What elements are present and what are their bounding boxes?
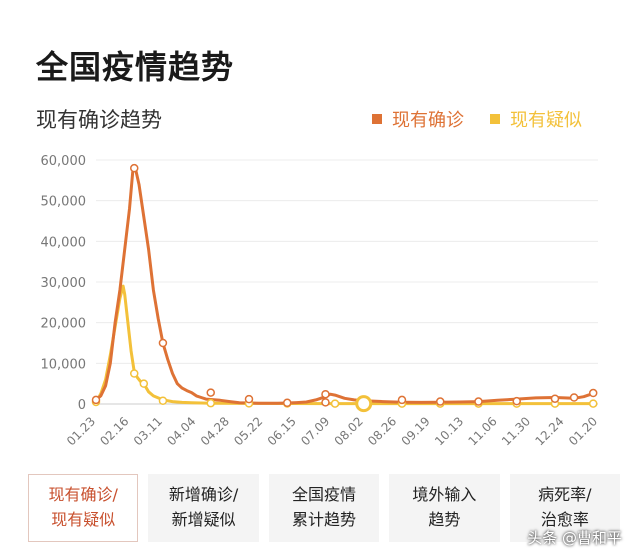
x-tick-label-5: 05.22 [231,414,265,448]
tab-4[interactable]: 境外输入 趋势 [389,474,500,542]
series-point-confirmed-13 [550,394,560,403]
series-point-confirmed-12 [512,396,521,406]
series-point-confirmed-8 [321,389,330,399]
x-tick-label-13: 11.30 [499,414,533,448]
x-tick-label-3: 04.04 [164,414,198,448]
x-tick-label-15: 01.20 [566,414,600,448]
series-point-suspected-1 [129,369,139,378]
series-point-confirmed-2 [158,338,168,348]
tab-3[interactable]: 全国疫情 累计趋势 [268,474,380,542]
y-tick-label-1: 10,000 [41,357,87,372]
watermark: 头条 @曹和平 [527,529,622,547]
series-line-suspected [94,284,595,406]
x-tick-label-1: 02.16 [97,414,131,448]
series-point-suspected-4 [206,398,215,408]
series-point-suspected-14 [588,399,598,408]
y-tick-label-2: 20,000 [41,317,87,332]
series-point-confirmed-14 [569,393,579,402]
series-point-confirmed-11 [474,397,483,406]
legend-swatch-confirmed [372,114,382,124]
y-tick-label-4: 40,000 [41,235,87,250]
x-tick-label-2: 03.11 [131,414,165,448]
series-point-suspected-2 [139,379,149,388]
series-point-confirmed-10 [435,397,445,406]
series-point-confirmed-15 [588,388,598,398]
y-tick-label-5: 50,000 [41,195,87,210]
series-line-confirmed [94,166,595,405]
x-tick-label-7: 07.09 [298,414,332,448]
legend: 现有确诊 现有疑似 [372,106,582,132]
x-tick-label-12: 11.06 [466,414,500,448]
legend-swatch-suspected [490,114,500,124]
tab-2[interactable]: 新增确诊/ 新增疑似 [148,474,259,542]
series-point-confirmed-4 [244,394,254,404]
x-tick-label-9: 08.26 [365,414,399,448]
series-point-confirmed-5 [282,398,292,408]
legend-label-confirmed: 现有确诊 [392,110,464,131]
series-point-confirmed-1 [129,163,139,173]
legend-label-suspected: 现有疑似 [510,110,582,131]
trend-chart: 0 10,000 20,000 30,000 40,000 50,000 60,000 01.… [41,154,601,448]
series-point-confirmed-9 [397,395,407,405]
series-point-suspected-3 [158,396,168,405]
series-point-confirmed-6 [321,398,330,407]
y-tick-label-3: 30,000 [41,276,87,291]
x-tick-label-14: 12.24 [532,414,566,448]
series-point-suspected-7 [330,399,340,408]
x-tick-label-4: 04.28 [198,414,232,448]
highlight-point [355,395,373,413]
tab-5[interactable]: 病死率/ 治愈率 [509,474,621,542]
x-tick-label-6: 06.15 [265,414,299,448]
tab-1[interactable]: 现有确诊/ 现有疑似 [28,474,139,542]
legend-item-confirmed[interactable]: 现有确诊 [372,106,464,132]
legend-item-suspected[interactable]: 现有疑似 [490,106,582,132]
x-tick-label-11: 10.13 [432,414,466,448]
chart-tabs: 现有确诊/ 现有疑似 新增确诊/ 新增疑似 全国疫情 累计趋势 境外输入 趋势 病死率/… [28,474,621,542]
y-tick-label-0: 0 [78,398,86,413]
x-tick-label-0: 01.23 [64,414,98,448]
x-tick-label-8: 08.02 [332,414,366,448]
x-tick-label-10: 09.19 [399,414,433,448]
series-point-confirmed-0 [91,395,101,405]
series-point-confirmed-3 [206,388,215,397]
y-tick-label-6: 60,000 [41,154,87,169]
chart-title: 现有确诊趋势 [36,108,162,132]
page-title: 全国疫情趋势 [36,48,235,86]
